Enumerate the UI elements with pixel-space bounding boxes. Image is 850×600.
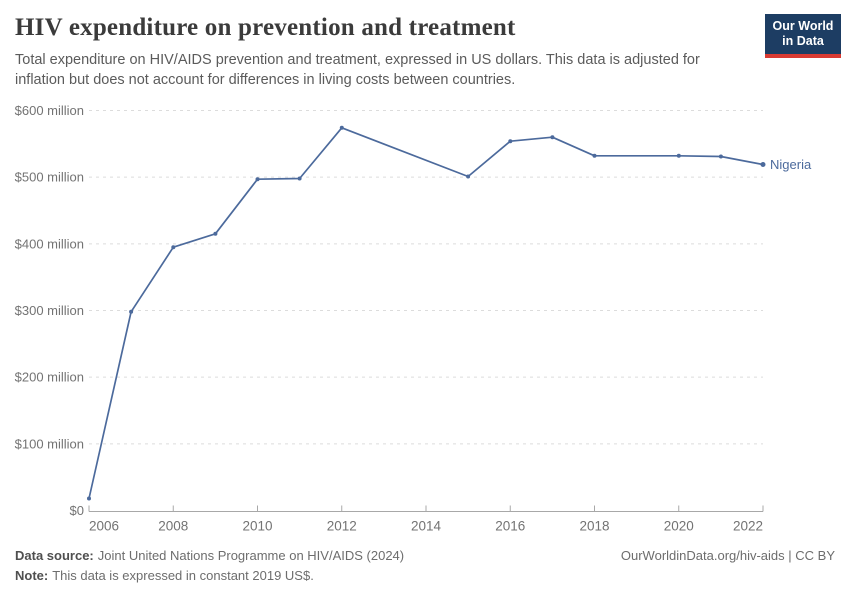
x-tick-label: 2016 — [495, 519, 525, 534]
data-point[interactable] — [676, 153, 681, 158]
data-source-value: Joint United Nations Programme on HIV/AI… — [97, 548, 405, 563]
data-source-label: Data source: — [15, 548, 94, 563]
data-point[interactable] — [339, 125, 344, 130]
note-value: This data is expressed in constant 2019 … — [52, 568, 314, 583]
data-point[interactable] — [592, 153, 597, 158]
chart-subtitle: Total expenditure on HIV/AIDS prevention… — [15, 52, 700, 88]
y-tick-label: $200 million — [15, 370, 84, 385]
series-line-nigeria[interactable] — [88, 126, 764, 500]
y-tick-label: $100 million — [15, 436, 84, 451]
owid-logo-line1: Our World — [772, 19, 834, 33]
page-title: HIV expenditure on prevention and treatm… — [15, 14, 516, 41]
y-tick-label: $400 million — [15, 236, 84, 251]
series-label-nigeria[interactable]: Nigeria — [770, 157, 812, 172]
data-point[interactable] — [171, 245, 176, 250]
data-point[interactable] — [760, 162, 766, 167]
x-tick-label: 2006 — [89, 519, 119, 534]
data-point[interactable] — [255, 177, 260, 182]
y-tick-label: $300 million — [15, 303, 84, 318]
y-tick-label: $500 million — [15, 170, 84, 185]
x-tick-label: 2008 — [158, 519, 188, 534]
attribution-link[interactable]: OurWorldinData.org/hiv-aids | CC BY — [620, 548, 835, 563]
data-point[interactable] — [213, 231, 218, 236]
data-source-line: Data source: Joint United Nations Program… — [15, 546, 404, 566]
x-tick-label: 2018 — [579, 519, 609, 534]
y-tick-label: $600 million — [15, 103, 84, 118]
data-point[interactable] — [550, 135, 555, 140]
note-label: Note: — [15, 568, 49, 583]
data-point[interactable] — [718, 154, 723, 159]
data-point[interactable] — [466, 174, 471, 179]
data-point[interactable] — [297, 176, 302, 181]
x-tick-label: 2010 — [242, 519, 272, 534]
y-tick-label: $0 — [70, 503, 84, 518]
data-point[interactable] — [87, 496, 91, 501]
x-tick-label: 2020 — [664, 519, 694, 534]
x-tick-label: 2014 — [411, 519, 442, 534]
data-point[interactable] — [129, 309, 134, 314]
x-tick-label: 2012 — [327, 519, 357, 534]
owid-logo-line2: in Data — [782, 34, 824, 48]
data-point[interactable] — [508, 139, 513, 144]
x-tick-label: 2022 — [733, 519, 763, 534]
owid-logo[interactable]: Our World in Data — [765, 14, 841, 58]
chart-footer: Data source: Joint United Nations Program… — [15, 546, 835, 586]
